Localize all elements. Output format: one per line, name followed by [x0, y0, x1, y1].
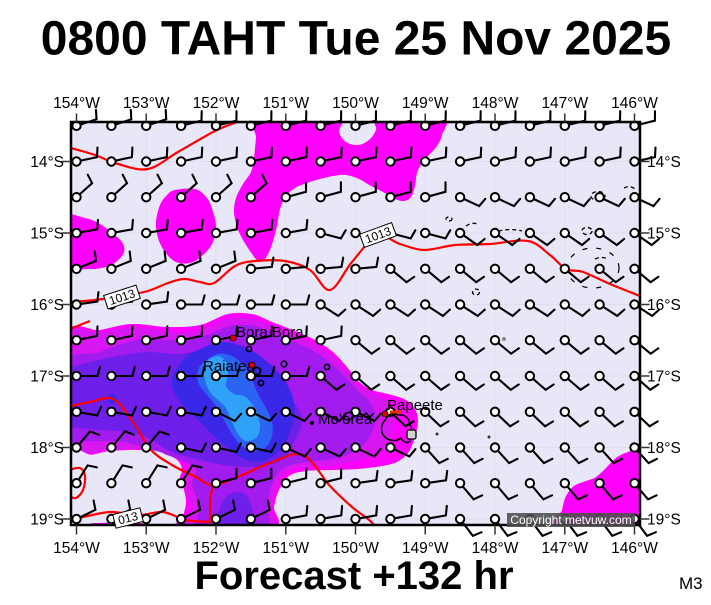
svg-text:Forecast +132 hr: Forecast +132 hr [194, 554, 513, 598]
svg-text:17°S: 17°S [30, 369, 64, 386]
svg-text:147°W: 147°W [541, 95, 588, 112]
svg-text:148°W: 148°W [472, 95, 519, 112]
svg-text:16°S: 16°S [647, 297, 681, 314]
svg-text:Bora Bora: Bora Bora [236, 324, 304, 341]
svg-text:19°S: 19°S [30, 512, 64, 529]
svg-text:151°W: 151°W [262, 95, 309, 112]
svg-text:152°W: 152°W [193, 540, 240, 557]
svg-text:150°W: 150°W [332, 540, 379, 557]
svg-text:153°W: 153°W [123, 540, 170, 557]
svg-text:Raiatea: Raiatea [203, 358, 255, 375]
svg-text:154°W: 154°W [53, 95, 100, 112]
svg-text:15°S: 15°S [30, 226, 64, 243]
svg-text:0800 TAHT Tue 25 Nov 2025: 0800 TAHT Tue 25 Nov 2025 [41, 13, 672, 66]
svg-text:Copyright metvuw.com: Copyright metvuw.com [510, 513, 631, 527]
svg-text:013: 013 [117, 509, 140, 528]
svg-text:150°W: 150°W [332, 95, 379, 112]
svg-text:147°W: 147°W [541, 540, 588, 557]
svg-text:16°S: 16°S [30, 297, 64, 314]
svg-text:154°W: 154°W [53, 540, 100, 557]
svg-text:149°W: 149°W [402, 95, 449, 112]
svg-text:148°W: 148°W [472, 540, 519, 557]
svg-text:15°S: 15°S [647, 226, 681, 243]
svg-text:152°W: 152°W [193, 95, 240, 112]
svg-text:149°W: 149°W [402, 540, 449, 557]
svg-text:14°S: 14°S [647, 154, 681, 171]
svg-text:M3: M3 [679, 574, 703, 593]
svg-text:151°W: 151°W [262, 540, 309, 557]
svg-text:18°S: 18°S [647, 440, 681, 457]
svg-text:18°S: 18°S [30, 440, 64, 457]
svg-text:146°W: 146°W [611, 540, 658, 557]
svg-text:17°S: 17°S [647, 369, 681, 386]
svg-text:146°W: 146°W [611, 95, 658, 112]
svg-text:153°W: 153°W [123, 95, 170, 112]
svg-text:19°S: 19°S [647, 512, 681, 529]
svg-text:14°S: 14°S [30, 154, 64, 171]
svg-text:Papeete: Papeete [387, 397, 443, 414]
